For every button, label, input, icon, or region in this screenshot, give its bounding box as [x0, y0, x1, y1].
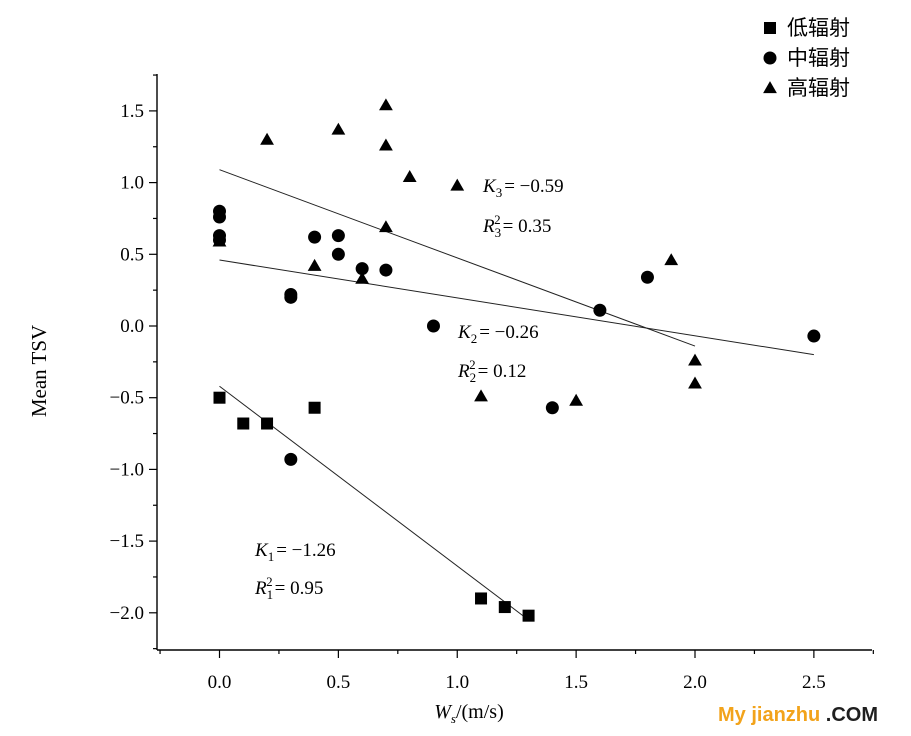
x-axis-unit: /(m/s) — [456, 701, 504, 723]
annotation-k1: K1 = −1.26 — [254, 540, 336, 564]
triangle-point — [402, 170, 417, 182]
x-axis-label: Ws/(m/s) — [434, 701, 504, 726]
square-point — [522, 609, 535, 622]
y-tick-label: −2.0 — [110, 603, 144, 624]
y-tick-label: −1.0 — [110, 459, 144, 480]
circle-point — [284, 290, 298, 304]
circle-point — [213, 210, 226, 224]
y-tick-label: 1.0 — [120, 173, 144, 194]
y-tick-label: −0.5 — [110, 388, 144, 409]
triangle-point — [688, 353, 702, 366]
triangle-point — [474, 389, 488, 402]
triangle-point — [331, 122, 346, 135]
triangle-point — [450, 178, 465, 191]
circle-point — [807, 329, 821, 343]
triangle-point — [569, 393, 584, 406]
square-point — [498, 601, 511, 614]
circle-point — [545, 401, 559, 415]
axes: −2.0 −1.5 −1.0 −0.5 0.0 0.5 1.0 1.5 0.0 0.5 1.0 1.5… — [110, 74, 874, 693]
triangle-point — [212, 234, 227, 247]
y-axis-label: Mean TSV — [27, 325, 51, 417]
legend-triangle-icon — [763, 81, 777, 94]
watermark-part2: .COM — [820, 704, 878, 726]
annotation-k2: K2 = −0.26 — [457, 322, 539, 346]
watermark-part1: My jianzhu — [718, 704, 820, 726]
x-tick-label: 0.0 — [208, 672, 232, 693]
legend-circle-icon — [763, 51, 777, 65]
square-point — [475, 592, 488, 605]
circle-point — [355, 262, 369, 276]
circle-point — [379, 263, 393, 277]
triangle-point — [664, 253, 679, 266]
y-tick-label: −1.5 — [110, 531, 144, 552]
x-axis-subscript: s — [451, 711, 456, 726]
triangle-point — [379, 220, 393, 233]
annotation-r1: R12 = 0.95 — [254, 574, 323, 602]
square-point — [237, 417, 250, 430]
square-point — [213, 391, 226, 404]
x-tick-label: 1.0 — [445, 672, 469, 693]
circle-point — [284, 452, 298, 466]
y-tick-label: 0.0 — [120, 316, 144, 337]
triangle-point — [355, 271, 370, 284]
square-point — [308, 401, 321, 414]
annotation-r2: R22 = 0.12 — [457, 357, 526, 385]
watermark: My jianzhu .COM — [718, 704, 878, 726]
circle-point — [593, 303, 607, 317]
legend-label: 中辐射 — [787, 46, 850, 70]
circle-point — [331, 247, 345, 261]
annotations: K1 = −1.26 R12 = 0.95 K2 = −0.26 R22 = 0.12 K3 = … — [254, 176, 564, 602]
y-tick-label: 1.5 — [120, 101, 144, 122]
square-point — [261, 417, 274, 430]
fit-line-2 — [219, 259, 814, 356]
circle-point — [331, 229, 345, 243]
triangle-point — [379, 138, 393, 151]
legend-label: 高辐射 — [787, 76, 850, 100]
triangle-point — [260, 132, 274, 145]
fit-line-3 — [219, 169, 696, 347]
circle-point — [308, 230, 322, 244]
x-tick-label: 1.5 — [564, 672, 588, 693]
annotation-k3: K3 = −0.59 — [482, 176, 564, 200]
x-axis-symbol: W — [434, 701, 453, 723]
triangle-point — [688, 376, 702, 389]
data-points — [212, 98, 821, 622]
circle-point — [640, 270, 654, 284]
triangle-point — [379, 98, 393, 111]
circle-point — [426, 319, 440, 333]
triangle-point — [307, 258, 322, 271]
x-tick-label: 2.5 — [802, 672, 826, 693]
annotation-r3: R32 = 0.35 — [482, 212, 551, 240]
legend-label: 低辐射 — [787, 16, 850, 40]
legend-square-icon — [764, 22, 776, 34]
x-tick-label: 2.0 — [683, 672, 707, 693]
x-tick-label: 0.5 — [327, 672, 351, 693]
y-tick-label: 0.5 — [120, 244, 144, 265]
